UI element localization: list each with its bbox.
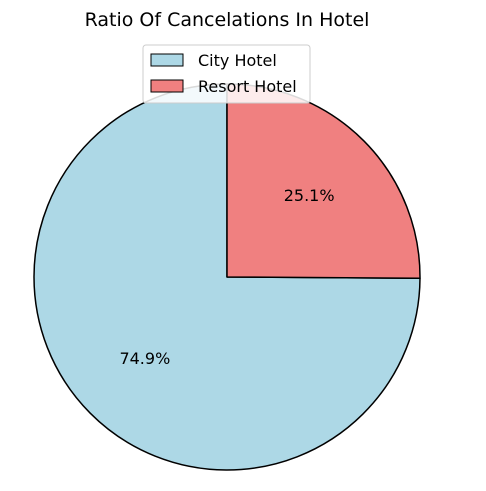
pie-slice-resort-hotel xyxy=(226,83,421,279)
legend-swatch-resort-hotel xyxy=(150,79,184,93)
pie-slices xyxy=(33,83,421,471)
legend-frame xyxy=(142,44,311,104)
legend-swatch-city-hotel xyxy=(150,53,184,67)
pie-slice-city-hotel xyxy=(33,83,421,471)
pie-percent-labels: 74.9% 25.1% xyxy=(119,186,334,368)
pie-label-city-hotel: 74.9% xyxy=(119,349,170,368)
legend-label-resort-hotel: Resort Hotel xyxy=(198,77,297,96)
legend: City Hotel Resort Hotel xyxy=(142,44,311,104)
chart-title: Ratio Of Cancelations In Hotel xyxy=(85,9,370,31)
legend-label-city-hotel: City Hotel xyxy=(198,51,277,70)
pie-label-resort-hotel: 25.1% xyxy=(284,186,335,205)
